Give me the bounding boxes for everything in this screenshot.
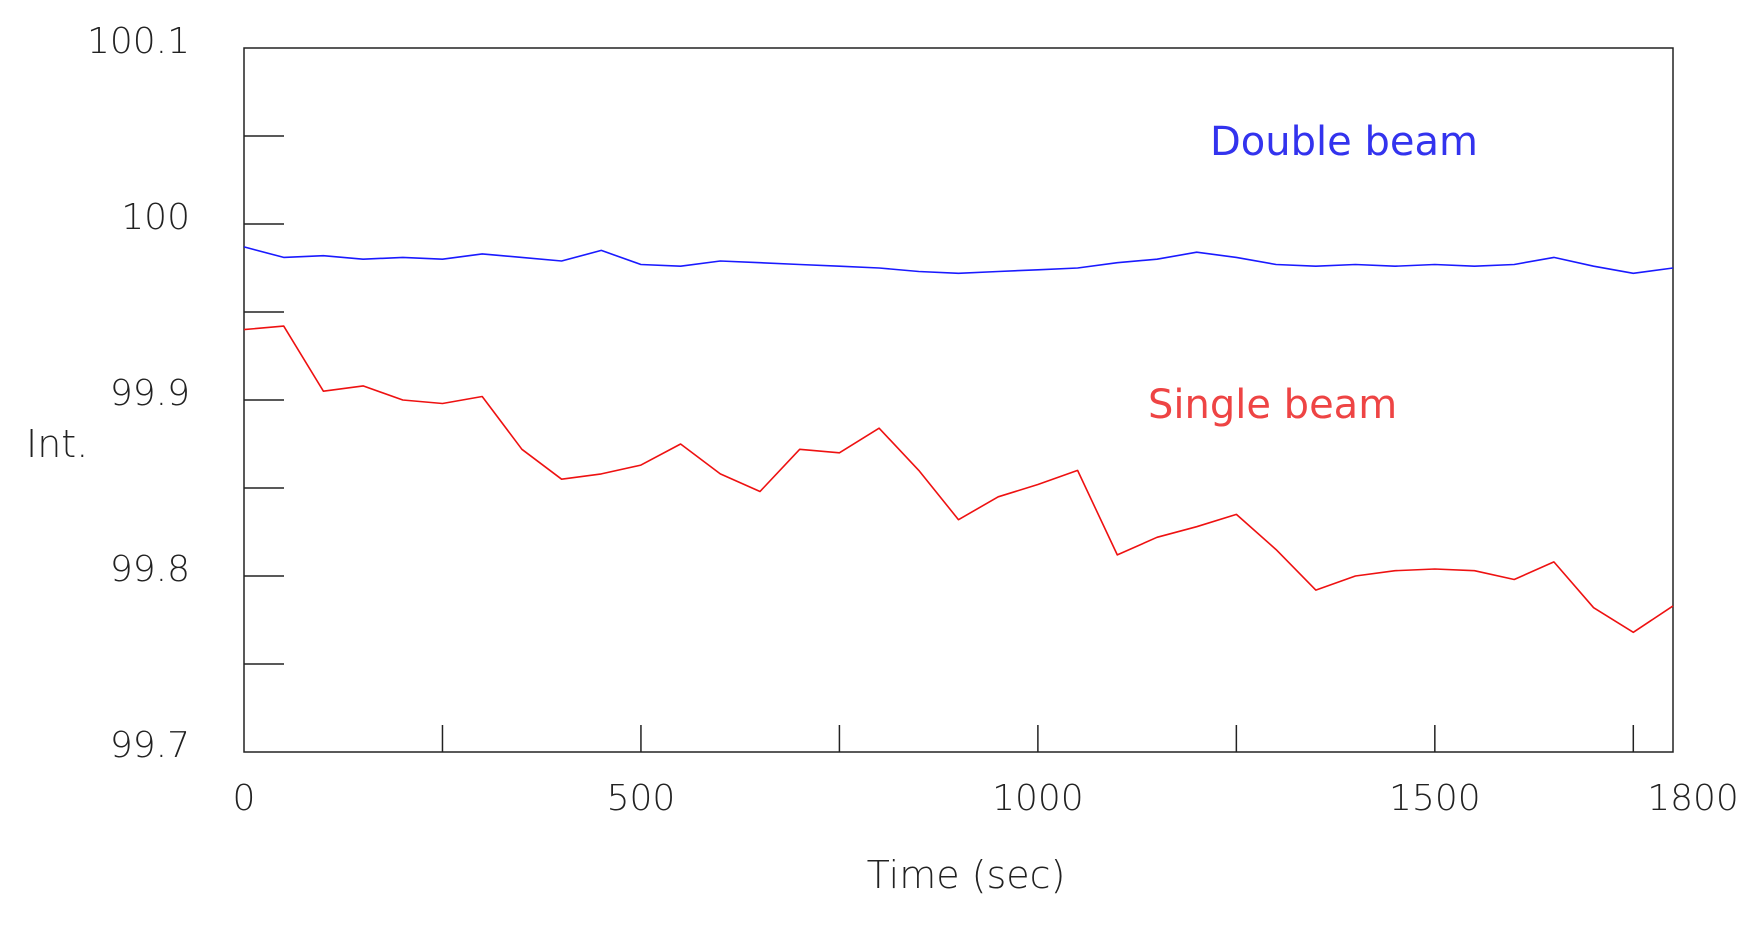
y-tick-label: 99.7 bbox=[110, 725, 190, 766]
y-tick-label: 99.8 bbox=[110, 549, 190, 590]
series-label-single-beam: Single beam bbox=[1148, 382, 1397, 428]
x-tick-label: 500 bbox=[607, 778, 676, 819]
series-line-double-beam bbox=[243, 246, 1674, 275]
y-axis-tick-labels: 99.7 99.8 99.9 100 100.1 bbox=[87, 21, 190, 766]
x-axis-ticks bbox=[441, 725, 1635, 752]
x-tick-label: 1500 bbox=[1389, 778, 1481, 819]
series-lines bbox=[243, 246, 1674, 634]
x-tick-label: 1800 bbox=[1647, 778, 1739, 819]
x-tick-label: 0 bbox=[233, 778, 256, 819]
x-axis-tick-labels: 0 500 1000 1500 1800 bbox=[233, 778, 1739, 819]
y-tick-label: 99.9 bbox=[110, 373, 190, 414]
series-label-double-beam: Double beam bbox=[1210, 119, 1478, 165]
series-line-single-beam bbox=[243, 325, 1674, 634]
y-axis-title: Int. bbox=[26, 422, 88, 466]
x-axis-title: Time (sec) bbox=[867, 853, 1066, 897]
y-tick-label: 100.1 bbox=[87, 21, 190, 62]
y-tick-label: 100 bbox=[121, 197, 190, 238]
y-axis-ticks bbox=[244, 135, 284, 665]
x-tick-label: 1000 bbox=[992, 778, 1084, 819]
